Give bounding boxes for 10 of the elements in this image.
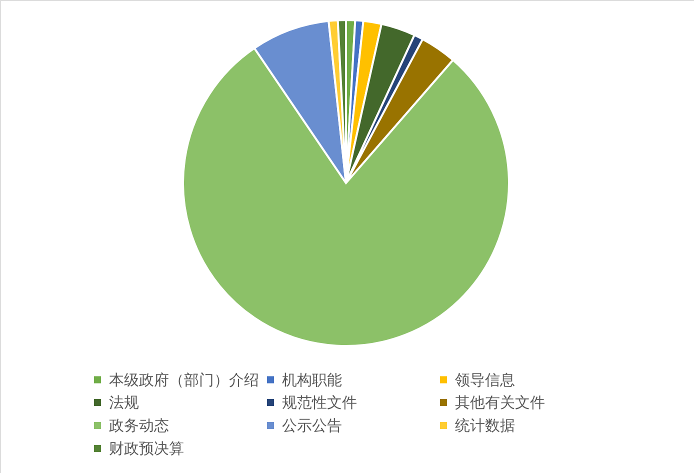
legend-label: 本级政府（部门）介绍	[109, 370, 259, 389]
legend-label: 规范性文件	[282, 394, 357, 412]
legend-label: 机构职能	[282, 370, 342, 389]
legend-label: 政务动态	[109, 416, 169, 434]
legend-label: 领导信息	[455, 370, 515, 389]
legend-label: 公示公告	[282, 416, 342, 434]
legend-label: 财政预决算	[109, 440, 184, 458]
legend-label: 统计数据	[455, 416, 515, 434]
legend-label: 其他有关文件	[455, 394, 545, 412]
legend-label: 法规	[109, 394, 139, 412]
